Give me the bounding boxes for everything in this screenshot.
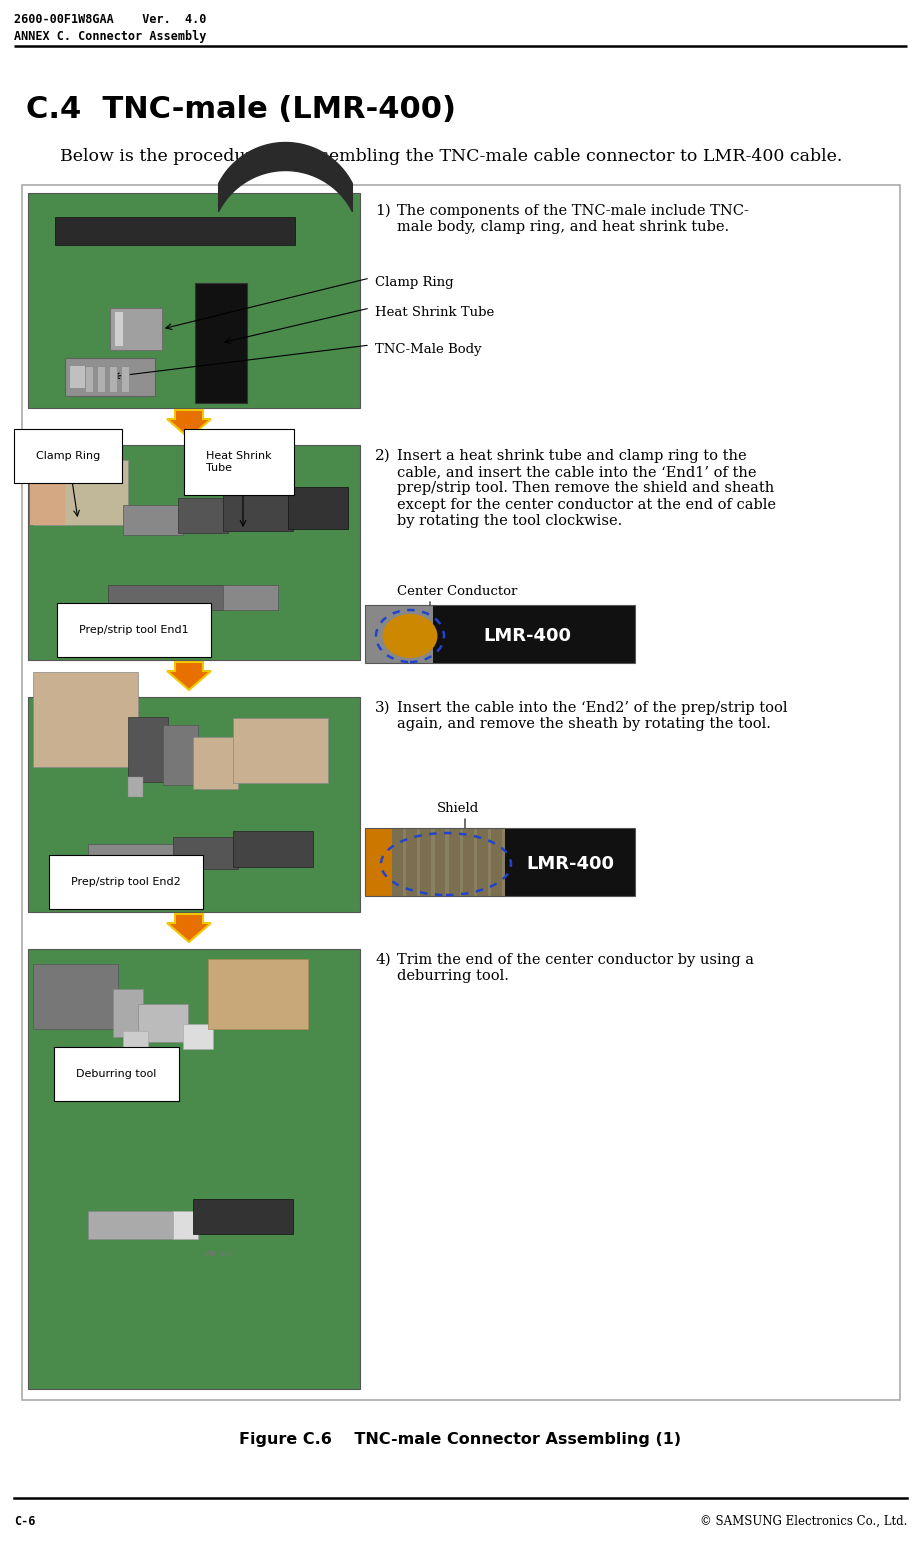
Bar: [178, 499, 228, 533]
Bar: [110, 308, 162, 351]
Bar: [33, 460, 128, 525]
Text: Insert the cable into the ‘End2’ of the prep/strip tool
again, and remove the sh: Insert the cable into the ‘End2’ of the …: [397, 701, 787, 731]
Bar: [288, 488, 348, 530]
Bar: [128, 777, 143, 798]
Bar: [392, 827, 506, 896]
Bar: [33, 964, 118, 1028]
Text: C.4  TNC-male (LMR-400): C.4 TNC-male (LMR-400): [26, 95, 456, 125]
Bar: [109, 366, 117, 393]
Text: 3): 3): [375, 701, 391, 715]
Bar: [193, 1200, 293, 1234]
Bar: [208, 960, 308, 1028]
Text: Heat Shrink
Tube: Heat Shrink Tube: [206, 450, 272, 472]
Bar: [477, 827, 488, 896]
Text: Shield: Shield: [437, 802, 479, 815]
Bar: [113, 989, 143, 1038]
Bar: [365, 605, 635, 664]
Bar: [33, 671, 138, 767]
Bar: [433, 605, 635, 664]
Bar: [22, 185, 900, 1401]
Text: Heat Shrink Tube: Heat Shrink Tube: [375, 305, 495, 319]
Bar: [88, 1211, 178, 1239]
Bar: [223, 492, 293, 531]
Bar: [491, 827, 502, 896]
Text: The components of the TNC-male include TNC-
male body, clamp ring, and heat shri: The components of the TNC-male include T…: [397, 204, 749, 234]
Bar: [65, 358, 155, 396]
Bar: [506, 827, 635, 896]
Bar: [365, 827, 392, 896]
Bar: [55, 217, 295, 245]
Bar: [97, 366, 105, 393]
Bar: [173, 1211, 198, 1239]
Polygon shape: [167, 662, 211, 690]
Bar: [115, 312, 123, 346]
Text: 1): 1): [375, 204, 391, 218]
Text: C-6: C-6: [14, 1514, 35, 1528]
Bar: [70, 366, 85, 388]
Text: Insert a heat shrink tube and clamp ring to the
cable, and insert the cable into: Insert a heat shrink tube and clamp ring…: [397, 449, 776, 528]
Text: Deburring tool: Deburring tool: [76, 1069, 157, 1080]
Bar: [123, 1031, 148, 1049]
Bar: [121, 366, 129, 393]
Bar: [406, 827, 417, 896]
Polygon shape: [167, 915, 211, 943]
Text: ANNEX C. Connector Assembly: ANNEX C. Connector Assembly: [14, 30, 206, 44]
Text: LMR-400: LMR-400: [526, 855, 614, 872]
Bar: [85, 366, 93, 393]
Polygon shape: [167, 410, 211, 438]
Bar: [108, 584, 228, 611]
Bar: [392, 827, 402, 896]
Text: Prep/strip tool End2: Prep/strip tool End2: [71, 877, 181, 887]
Bar: [365, 827, 635, 896]
Text: LMR-400: LMR-400: [203, 1251, 233, 1257]
Bar: [163, 724, 198, 785]
Text: Clamp Ring: Clamp Ring: [375, 276, 454, 288]
Text: Clamp Ring: Clamp Ring: [36, 450, 100, 461]
Text: Trim the end of the center conductor by using a
deburring tool.: Trim the end of the center conductor by …: [397, 953, 754, 983]
Bar: [173, 837, 238, 869]
Bar: [128, 717, 168, 782]
Text: TNC-Male Body: TNC-Male Body: [375, 343, 482, 355]
Text: 4): 4): [375, 953, 391, 968]
Bar: [183, 1024, 213, 1049]
Bar: [193, 737, 238, 788]
Text: Center Conductor: Center Conductor: [397, 584, 518, 598]
Bar: [28, 446, 360, 661]
Bar: [233, 830, 313, 866]
Text: Figure C.6    TNC-male Connector Assembling (1): Figure C.6 TNC-male Connector Assembling…: [239, 1432, 681, 1447]
Bar: [28, 193, 360, 408]
Bar: [28, 949, 360, 1390]
Bar: [88, 844, 178, 872]
Text: Below is the procedure for assembling the TNC-male cable connector to LMR-400 ca: Below is the procedure for assembling th…: [60, 148, 843, 165]
Bar: [195, 284, 247, 404]
Bar: [233, 718, 328, 784]
Bar: [123, 505, 183, 534]
Bar: [28, 696, 360, 911]
Bar: [449, 827, 460, 896]
Text: LMR-400: LMR-400: [483, 626, 571, 645]
Text: 2600-00F1W8GAA    Ver.  4.0: 2600-00F1W8GAA Ver. 4.0: [14, 12, 206, 26]
Bar: [30, 471, 65, 525]
Bar: [365, 605, 433, 664]
Text: Prep/strip tool End1: Prep/strip tool End1: [79, 625, 189, 636]
Bar: [420, 827, 431, 896]
Text: 2): 2): [375, 449, 391, 463]
Bar: [223, 584, 278, 611]
Bar: [435, 827, 446, 896]
Ellipse shape: [382, 614, 437, 657]
Bar: [138, 1003, 188, 1042]
Bar: [463, 827, 473, 896]
Text: © SAMSUNG Electronics Co., Ltd.: © SAMSUNG Electronics Co., Ltd.: [700, 1514, 907, 1528]
